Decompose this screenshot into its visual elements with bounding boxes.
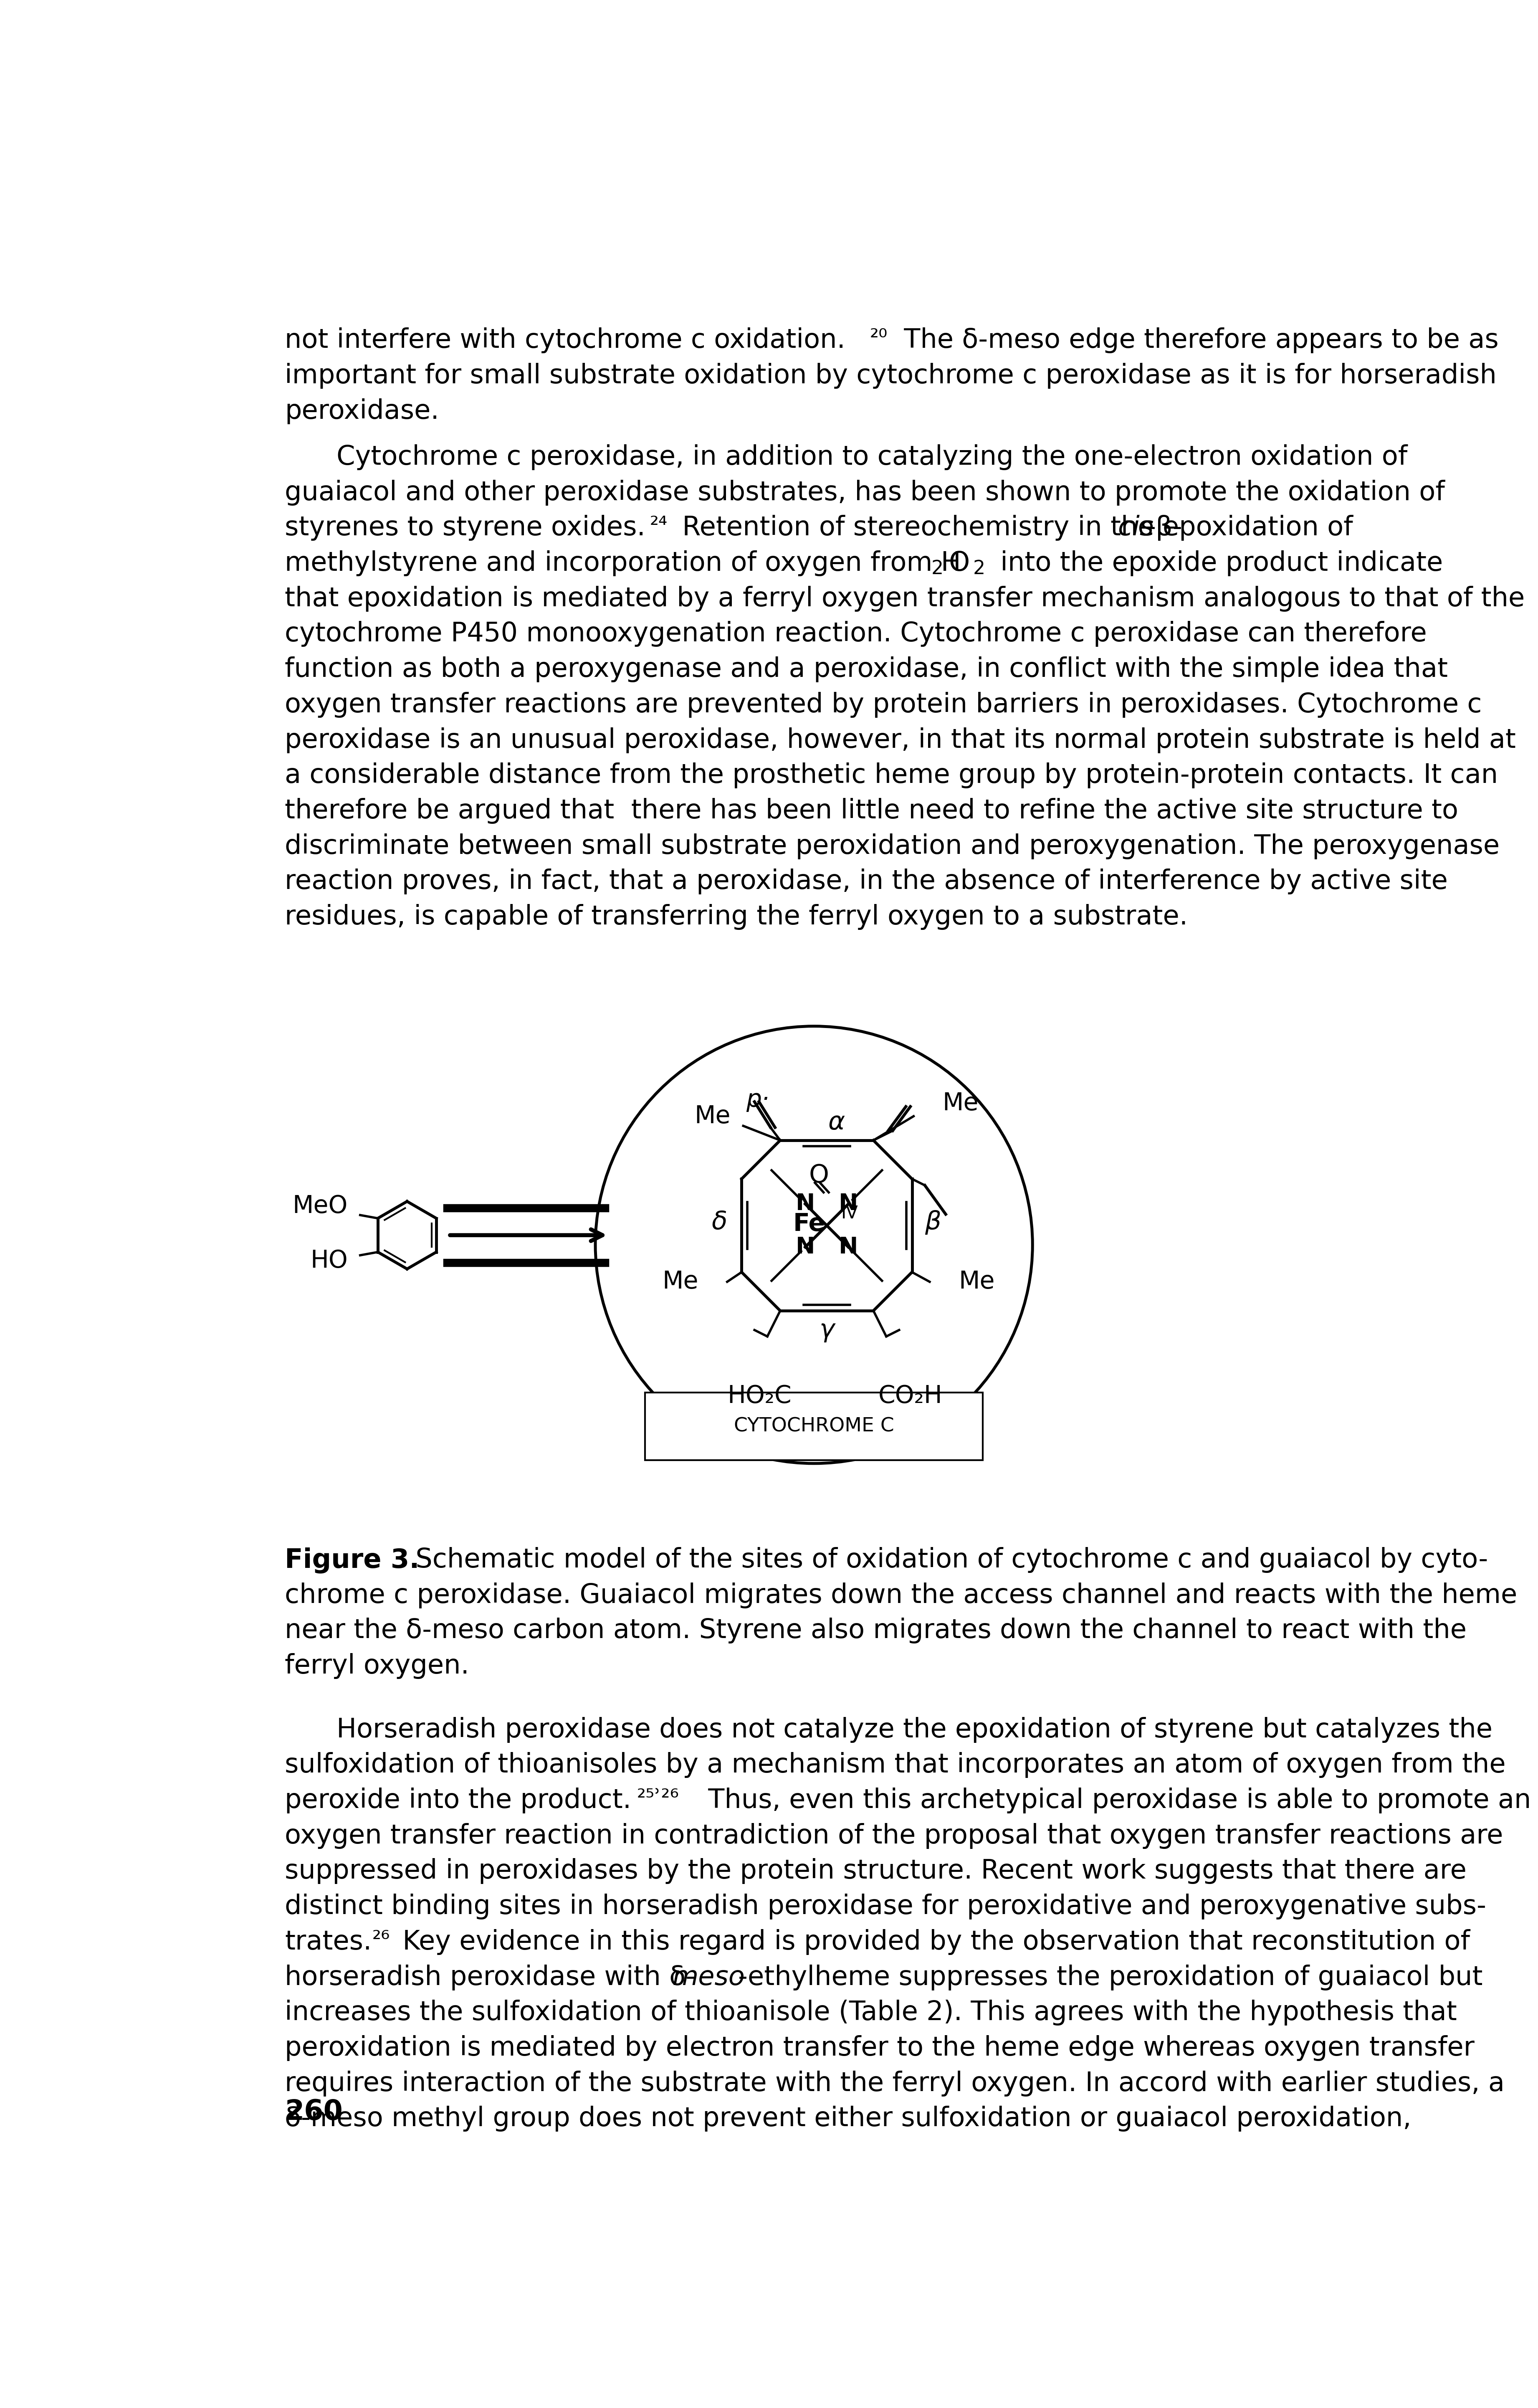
Text: residues, is capable of transferring the ferryl oxygen to a substrate.: residues, is capable of transferring the…: [285, 903, 1187, 929]
Text: that epoxidation is mediated by a ferryl oxygen transfer mechanism analogous to : that epoxidation is mediated by a ferryl…: [285, 585, 1526, 612]
Text: 260: 260: [285, 2097, 343, 2126]
Text: into the epoxide product indicate: into the epoxide product indicate: [992, 551, 1443, 576]
Text: methylstyrene and incorporation of oxygen from H: methylstyrene and incorporation of oxyge…: [285, 551, 961, 576]
Text: ferryl oxygen.: ferryl oxygen.: [285, 1654, 469, 1678]
Text: Me: Me: [958, 1269, 995, 1293]
Text: cytochrome P450 monooxygenation reaction. Cytochrome c peroxidase can therefore: cytochrome P450 monooxygenation reaction…: [285, 621, 1427, 648]
Text: ²⁰: ²⁰: [871, 327, 887, 349]
Text: guaiacol and other peroxidase substrates, has been shown to promote the oxidatio: guaiacol and other peroxidase substrates…: [285, 479, 1446, 506]
Text: peroxidase is an unusual peroxidase, however, in that its normal protein substra: peroxidase is an unusual peroxidase, how…: [285, 727, 1516, 754]
Text: sulfoxidation of thioanisoles by a mechanism that incorporates an atom of oxygen: sulfoxidation of thioanisoles by a mecha…: [285, 1753, 1506, 1777]
Text: CYTOCHROME C: CYTOCHROME C: [734, 1416, 894, 1435]
Text: distinct binding sites in horseradish peroxidase for peroxidative and peroxygena: distinct binding sites in horseradish pe…: [285, 1893, 1486, 1919]
Text: function as both a peroxygenase and a peroxidase, in conflict with the simple id: function as both a peroxygenase and a pe…: [285, 657, 1447, 681]
Text: CO₂H: CO₂H: [878, 1385, 943, 1409]
Text: The δ-meso edge therefore appears to be as: The δ-meso edge therefore appears to be …: [895, 327, 1500, 354]
Text: 2: 2: [930, 559, 943, 578]
Text: N: N: [838, 1192, 858, 1216]
Text: ²⁵ʾ²⁶: ²⁵ʾ²⁶: [637, 1787, 678, 1808]
Text: trates.: trates.: [285, 1929, 372, 1955]
Text: horseradish peroxidase with δ-: horseradish peroxidase with δ-: [285, 1965, 695, 1991]
Text: styrenes to styrene oxides.: styrenes to styrene oxides.: [285, 515, 646, 542]
Text: Horseradish peroxidase does not catalyze the epoxidation of styrene but catalyze: Horseradish peroxidase does not catalyze…: [337, 1717, 1492, 1743]
Text: peroxidation is mediated by electron transfer to the heme edge whereas oxygen tr: peroxidation is mediated by electron tra…: [285, 2035, 1475, 2061]
Text: Me: Me: [694, 1105, 731, 1127]
Text: Me: Me: [661, 1269, 698, 1293]
Text: ²⁶: ²⁶: [372, 1929, 391, 1950]
Text: chrome c peroxidase. Guaiacol migrates down the access channel and reacts with t: chrome c peroxidase. Guaiacol migrates d…: [285, 1582, 1518, 1609]
Text: important for small substrate oxidation by cytochrome c peroxidase as it is for : important for small substrate oxidation …: [285, 364, 1496, 388]
Text: meso: meso: [672, 1965, 744, 1991]
Text: α: α: [827, 1110, 844, 1134]
Text: O: O: [949, 551, 970, 576]
Text: O: O: [809, 1163, 829, 1187]
Text: suppressed in peroxidases by the protein structure. Recent work suggests that th: suppressed in peroxidases by the protein…: [285, 1859, 1467, 1883]
Text: β: β: [924, 1209, 941, 1235]
Text: Cytochrome c peroxidase, in addition to catalyzing the one-electron oxidation of: Cytochrome c peroxidase, in addition to …: [337, 443, 1407, 470]
Text: N: N: [795, 1235, 815, 1259]
Text: N: N: [795, 1192, 815, 1216]
Text: ²⁴: ²⁴: [649, 515, 667, 537]
Text: cis: cis: [1118, 515, 1154, 542]
Text: δ-meso methyl group does not prevent either sulfoxidation or guaiacol peroxidati: δ-meso methyl group does not prevent eit…: [285, 2107, 1412, 2131]
Text: a considerable distance from the prosthetic heme group by protein-protein contac: a considerable distance from the prosthe…: [285, 763, 1498, 787]
Text: oxygen transfer reaction in contradiction of the proposal that oxygen transfer r: oxygen transfer reaction in contradictio…: [285, 1823, 1503, 1849]
Text: oxygen transfer reactions are prevented by protein barriers in peroxidases. Cyto: oxygen transfer reactions are prevented …: [285, 691, 1483, 718]
Text: peroxide into the product.: peroxide into the product.: [285, 1787, 632, 1813]
Text: Schematic model of the sites of oxidation of cytochrome c and guaiacol by cyto-: Schematic model of the sites of oxidatio…: [408, 1546, 1489, 1572]
Text: p·: p·: [746, 1088, 769, 1112]
Text: requires interaction of the substrate with the ferryl oxygen. In accord with ear: requires interaction of the substrate wi…: [285, 2071, 1504, 2097]
Text: Me: Me: [943, 1091, 978, 1115]
Text: γ: γ: [820, 1317, 834, 1341]
Text: N: N: [838, 1235, 858, 1259]
Text: increases the sulfoxidation of thioanisole (Table 2). This agrees with the hypot: increases the sulfoxidation of thioaniso…: [285, 1999, 1456, 2025]
Text: Key evidence in this regard is provided by the observation that reconstitution o: Key evidence in this regard is provided …: [394, 1929, 1470, 1955]
Text: Thus, even this archetypical peroxidase is able to promote an: Thus, even this archetypical peroxidase …: [700, 1787, 1530, 1813]
Text: not interfere with cytochrome c oxidation.: not interfere with cytochrome c oxidatio…: [285, 327, 846, 354]
Text: reaction proves, in fact, that a peroxidase, in the absence of interference by a: reaction proves, in fact, that a peroxid…: [285, 869, 1447, 893]
Text: peroxidase.: peroxidase.: [285, 397, 440, 424]
Text: 2: 2: [974, 559, 984, 578]
Text: MeO: MeO: [292, 1194, 348, 1218]
Text: HO₂C: HO₂C: [727, 1385, 792, 1409]
Text: IV: IV: [841, 1204, 858, 1223]
Text: near the δ-meso carbon atom. Styrene also migrates down the channel to react wit: near the δ-meso carbon atom. Styrene als…: [285, 1618, 1467, 1645]
Text: Retention of stereochemistry in the epoxidation of: Retention of stereochemistry in the epox…: [674, 515, 1361, 542]
Text: -β-: -β-: [1146, 515, 1183, 542]
Bar: [644, 1392, 983, 1459]
Text: HO: HO: [311, 1250, 348, 1274]
Text: Figure 3.: Figure 3.: [285, 1546, 420, 1572]
Text: -ethylheme suppresses the peroxidation of guaiacol but: -ethylheme suppresses the peroxidation o…: [738, 1965, 1483, 1991]
Text: therefore be argued that  there has been little need to refine the active site s: therefore be argued that there has been …: [285, 797, 1458, 824]
Text: δ: δ: [711, 1209, 727, 1235]
Text: discriminate between small substrate peroxidation and peroxygenation. The peroxy: discriminate between small substrate per…: [285, 833, 1500, 860]
Text: Fe: Fe: [794, 1211, 826, 1235]
